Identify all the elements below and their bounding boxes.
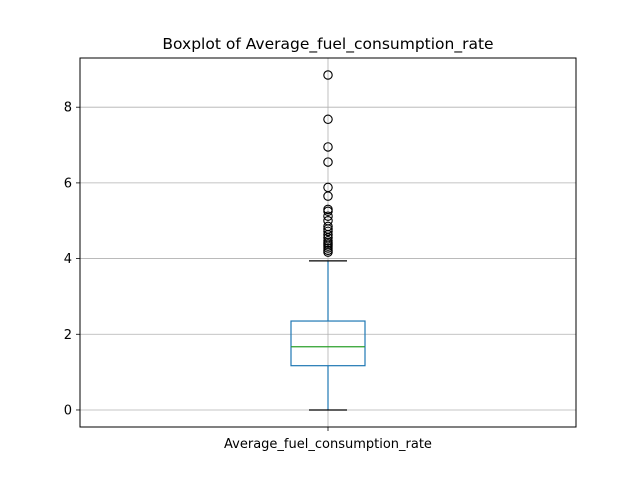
plot-layer — [290, 70, 366, 411]
chart-title: Boxplot of Average_fuel_consumption_rate — [162, 35, 493, 54]
outlier-point — [323, 182, 333, 193]
outlier-point — [323, 215, 333, 226]
y-tick-label: 0 — [64, 403, 72, 418]
outlier-point — [323, 142, 333, 152]
y-tick-label: 4 — [64, 252, 72, 267]
outlier-point — [323, 204, 333, 215]
axis-layer: 0 2 4 6 8 Average_fuel_consumption_rate — [64, 101, 432, 452]
x-tick-label: Average_fuel_consumption_rate — [224, 437, 432, 452]
y-tick-label: 8 — [64, 101, 72, 116]
outlier-point — [323, 114, 333, 125]
outlier-point — [323, 245, 333, 256]
y-tick-label: 6 — [64, 176, 72, 191]
plot-frame — [79, 57, 577, 428]
iqr-box — [290, 320, 366, 367]
y-tick-label: 2 — [64, 328, 72, 343]
outlier-point — [323, 70, 333, 80]
outlier-point — [323, 221, 333, 232]
outlier-point — [323, 226, 333, 237]
outlier-point — [323, 236, 333, 246]
outlier-point — [323, 157, 333, 167]
outlier-point — [323, 211, 333, 221]
